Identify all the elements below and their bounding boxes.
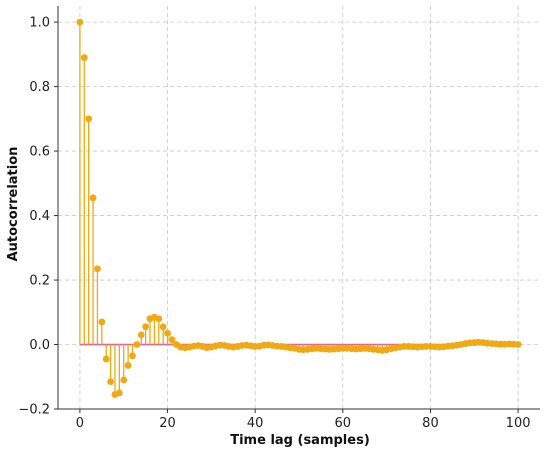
x-axis-title: Time lag (samples)	[230, 433, 370, 448]
data-point	[89, 194, 97, 202]
markers	[76, 18, 522, 398]
y-axis-title: Autocorrelation	[6, 147, 21, 262]
data-point	[98, 318, 106, 326]
data-point	[76, 18, 84, 26]
y-tick-label: 0.6	[29, 145, 50, 160]
y-tick-label: 0.4	[29, 209, 50, 224]
data-point	[120, 376, 128, 384]
data-point	[164, 329, 171, 337]
x-tick-label: 100	[506, 416, 531, 431]
data-point	[115, 389, 123, 397]
data-point	[129, 352, 136, 360]
data-point	[133, 341, 141, 348]
data-point	[137, 331, 145, 339]
axes	[54, 6, 540, 413]
y-tick-label: 0.8	[29, 80, 50, 95]
x-tick-label: 40	[247, 416, 264, 431]
data-point	[155, 315, 163, 323]
data-point	[159, 323, 167, 331]
data-point	[102, 355, 110, 363]
x-tick-label: 20	[159, 416, 176, 431]
y-tick-label: 1.0	[29, 16, 50, 31]
stems	[79, 22, 515, 395]
data-point	[168, 336, 176, 344]
data-point	[80, 54, 88, 61]
data-point	[94, 265, 101, 273]
tick-labels: 0 20 40 60 80 100 −0.2 0.0 0.2 0.4 0.6 0.8 1.0	[18, 16, 530, 431]
data-point	[514, 341, 522, 348]
x-tick-label: 0	[76, 416, 84, 431]
data-point	[107, 378, 114, 385]
y-tick-label: 0.2	[29, 274, 50, 289]
x-tick-label: 60	[335, 416, 352, 431]
y-tick-label: 0.0	[29, 338, 50, 353]
y-tick-label: −0.2	[18, 403, 50, 418]
data-point	[85, 115, 93, 123]
x-tick-label: 80	[422, 416, 439, 431]
data-point	[124, 362, 132, 369]
data-point	[142, 323, 150, 331]
